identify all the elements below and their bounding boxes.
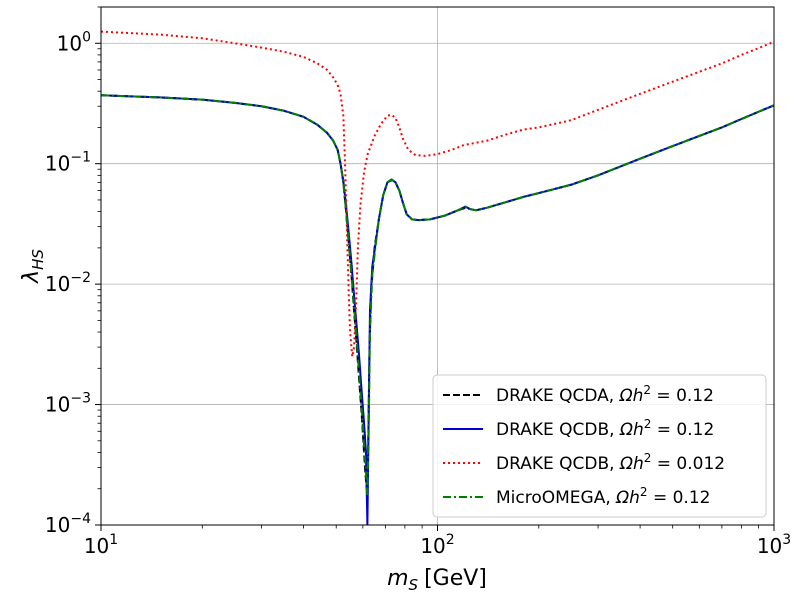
y-tick-label: 10−2 bbox=[45, 270, 91, 296]
major-ticks bbox=[95, 42, 775, 531]
x-axis-label: mS [GeV] bbox=[387, 566, 487, 594]
legend-label: DRAKE QCDA, Ωh2 = 0.12 bbox=[496, 383, 714, 406]
series-line-2 bbox=[101, 30, 774, 358]
legend-entry: DRAKE QCDA, Ωh2 = 0.12 bbox=[443, 383, 714, 406]
y-axis-label: λHS bbox=[19, 249, 47, 284]
x-tick-label: 103 bbox=[757, 532, 791, 558]
y-tick-label: 10−1 bbox=[45, 150, 91, 176]
legend-label: MicroOMEGA, Ωh2 = 0.12 bbox=[496, 485, 710, 508]
series-line-3 bbox=[101, 94, 774, 496]
legend-entry: DRAKE QCDB, Ωh2 = 0.12 bbox=[443, 417, 714, 440]
x-tick-label: 101 bbox=[84, 532, 118, 558]
legend-label: DRAKE QCDB, Ωh2 = 0.12 bbox=[496, 417, 714, 440]
series-layer bbox=[101, 30, 774, 525]
legend: DRAKE QCDA, Ωh2 = 0.12 DRAKE QCDB, Ωh2 = … bbox=[432, 374, 767, 518]
y-tick-label: 100 bbox=[57, 29, 91, 55]
legend-box bbox=[432, 374, 767, 518]
x-tick-label: 102 bbox=[420, 532, 454, 558]
y-tick-label: 10−3 bbox=[45, 391, 91, 417]
minor-ticks bbox=[97, 6, 760, 529]
legend-entry: DRAKE QCDB, Ωh2 = 0.012 bbox=[443, 451, 725, 474]
legend-label: DRAKE QCDB, Ωh2 = 0.012 bbox=[496, 451, 725, 474]
legend-entry: MicroOMEGA, Ωh2 = 0.12 bbox=[443, 485, 710, 508]
tick-labels: 101 102 103 10−4 10−3 10−2 10−1 100 bbox=[45, 29, 791, 558]
y-tick-label: 10−4 bbox=[45, 511, 91, 537]
